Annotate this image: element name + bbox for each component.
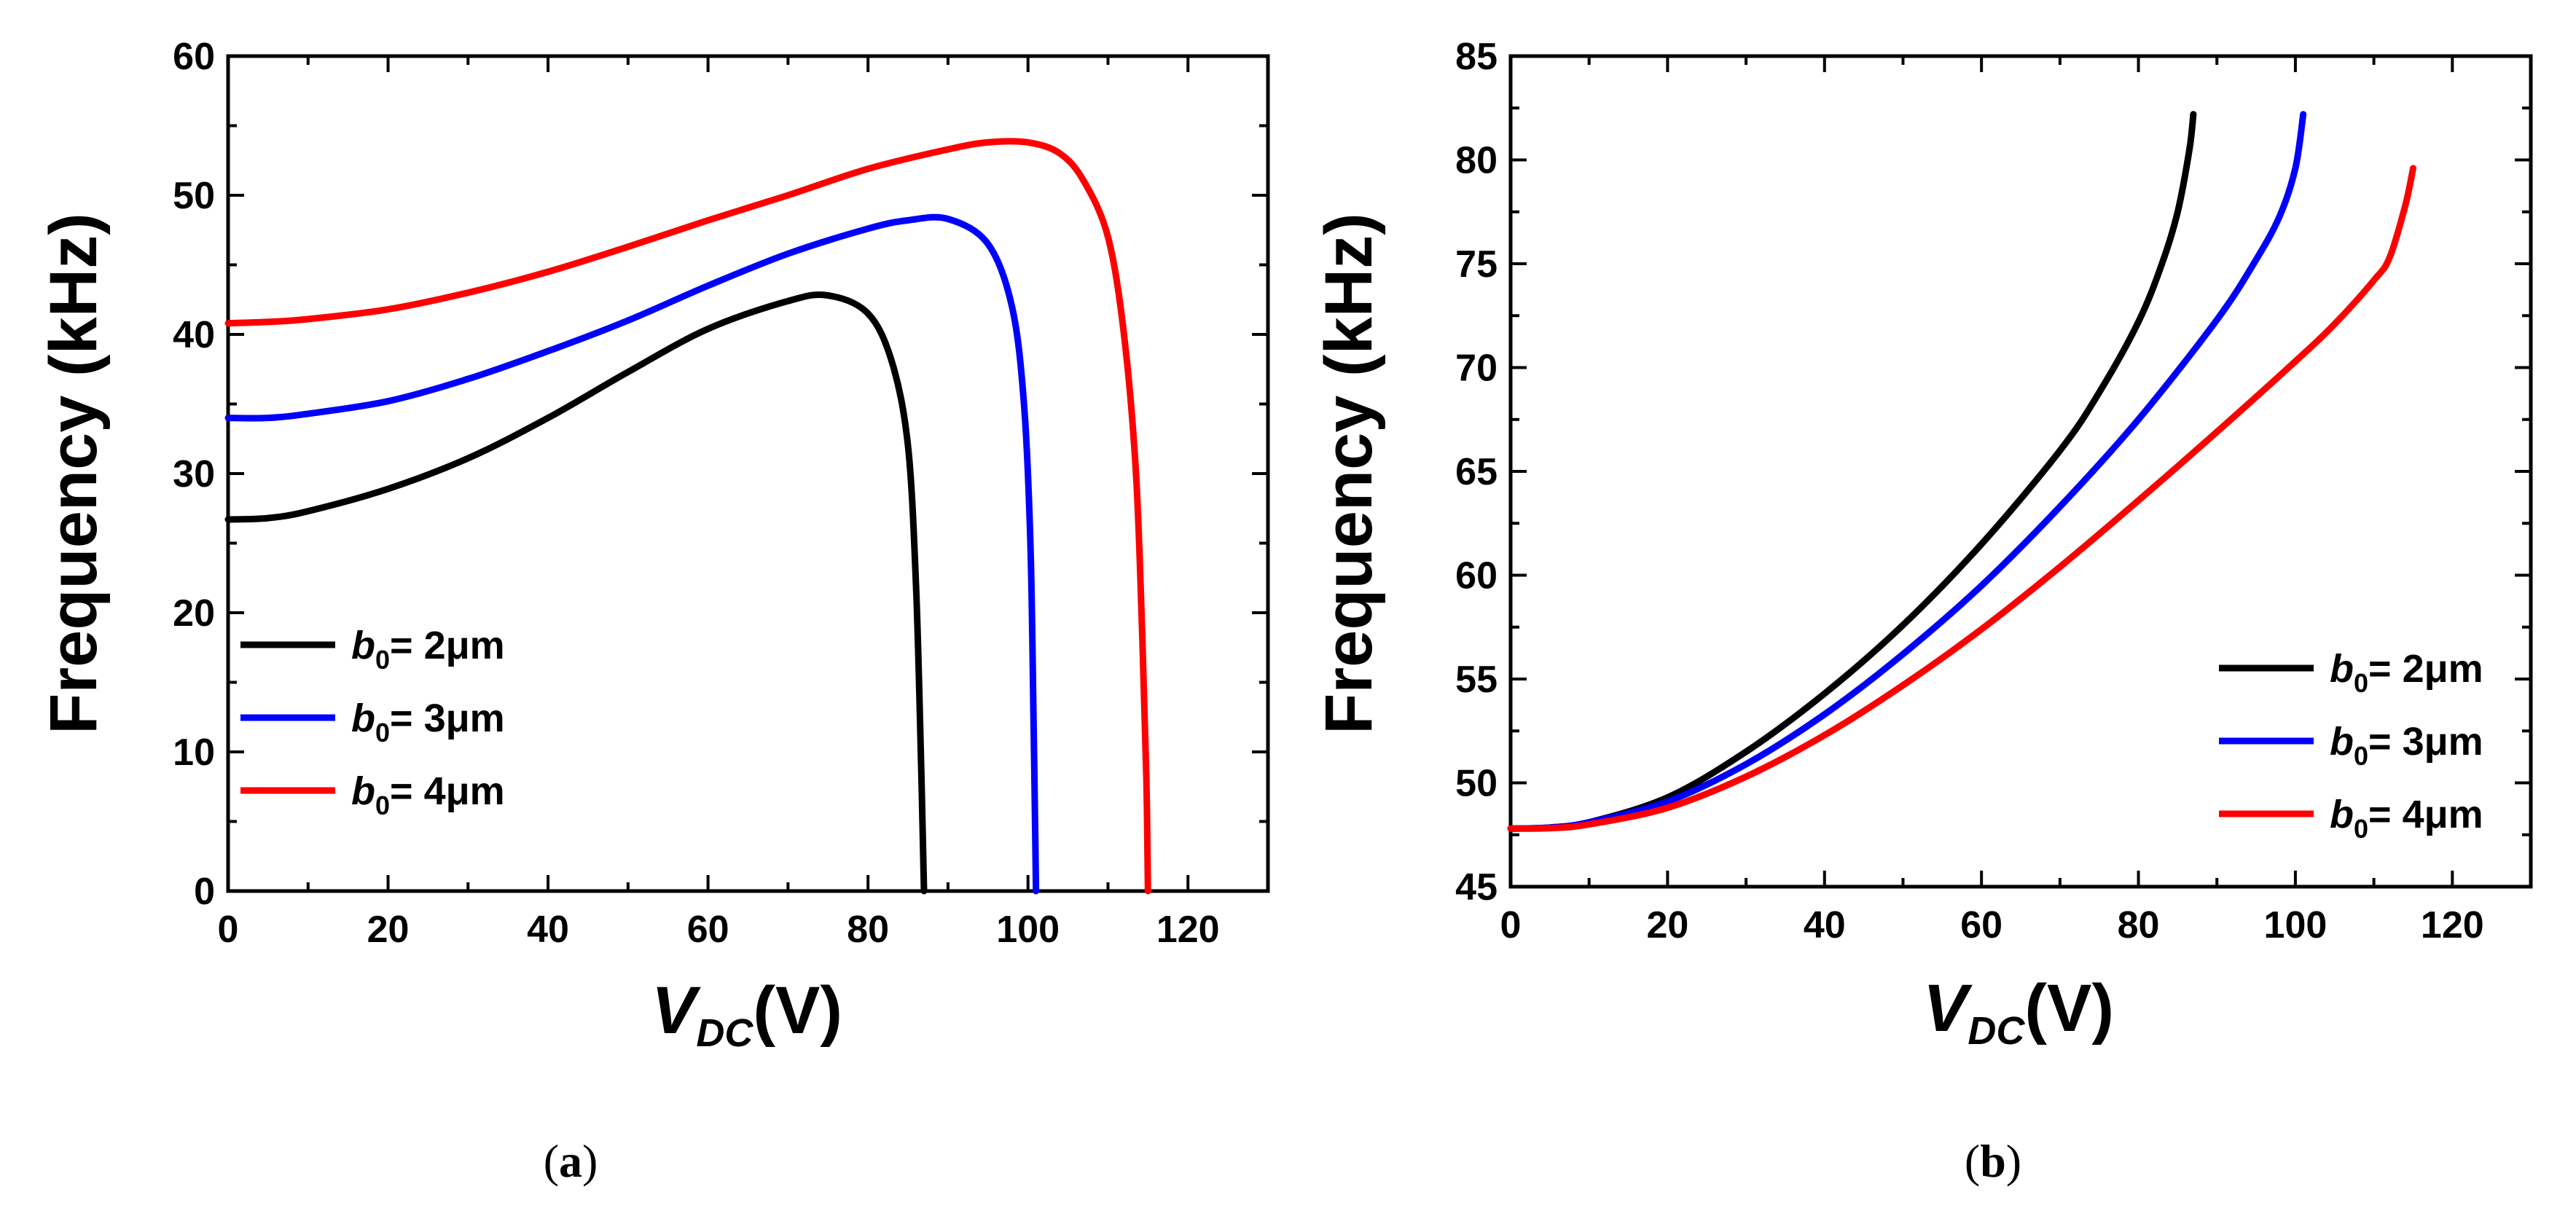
legend-label: b0= 2μm <box>2330 647 2483 698</box>
x-tick-label: 80 <box>2118 904 2160 946</box>
x-tick-label: 40 <box>1804 904 1846 946</box>
x-tick-label: 0 <box>218 909 239 951</box>
x-axis-label-b: VDC(V) <box>1923 971 2114 1053</box>
x-tick-label: 100 <box>996 909 1060 951</box>
x-tick-label: 60 <box>1960 904 2003 946</box>
y-tick-label: 45 <box>1455 866 1498 909</box>
y-axis-label-b: Frequency (kHz) <box>1312 213 1386 734</box>
x-tick-label: 0 <box>1500 904 1522 946</box>
series-line-b0-3um <box>1507 111 2307 832</box>
x-axis-label-a: VDC(V) <box>651 973 842 1055</box>
x-tick-label: 120 <box>2421 904 2484 946</box>
tick-labels-a: 0 20 40 60 80 100 120 0 10 20 30 40 50 60 <box>173 36 1219 951</box>
y-tick-label: 40 <box>173 314 215 356</box>
y-tick-label: 0 <box>194 871 215 913</box>
x-tick-label: 20 <box>1646 904 1688 946</box>
legend-a: b0= 2μm b0= 3μm b0= 4μm <box>240 624 505 820</box>
x-tick-label: 40 <box>527 909 569 951</box>
y-tick-label: 60 <box>173 36 215 78</box>
x-tick-label: 100 <box>2264 904 2328 946</box>
y-tick-label: 50 <box>173 175 215 217</box>
y-tick-label: 80 <box>1455 140 1498 182</box>
y-tick-label: 55 <box>1455 659 1498 701</box>
x-tick-label: 80 <box>847 909 889 951</box>
legend-label: b0= 4μm <box>351 769 505 820</box>
legend-label: b0= 3μm <box>2330 720 2483 771</box>
y-tick-label: 30 <box>173 453 215 495</box>
legend-label: b0= 4μm <box>2330 793 2483 844</box>
y-axis-label-a: Frequency (kHz) <box>36 213 111 734</box>
series-lines-a <box>224 138 1151 895</box>
panel-caption-a: (a) <box>544 1135 598 1187</box>
series-lines-b <box>1507 111 2416 832</box>
legend-label: b0= 3μm <box>351 697 505 748</box>
y-tick-label: 50 <box>1455 763 1498 805</box>
series-line-b0-4um <box>224 138 1151 895</box>
legend-b: b0= 2μm b0= 3μm b0= 4μm <box>2219 647 2483 844</box>
series-line-b0-3um <box>224 213 1040 895</box>
panel-caption-b: (b) <box>1965 1135 2021 1187</box>
y-tick-label: 70 <box>1455 348 1498 390</box>
y-tick-label: 60 <box>1455 555 1498 597</box>
series-line-b0-4um <box>1507 165 2416 832</box>
tick-labels-b: 0 20 40 60 80 100 120 45 50 55 60 65 70 75 80 85 <box>1455 36 2484 946</box>
x-tick-label: 20 <box>367 909 410 951</box>
series-line-b0-2um <box>224 291 928 895</box>
y-tick-label: 20 <box>173 592 215 635</box>
y-tick-label: 75 <box>1455 243 1498 286</box>
legend-label: b0= 2μm <box>351 624 505 675</box>
y-tick-label: 85 <box>1455 36 1498 78</box>
chart-panel-a: 0 20 40 60 80 100 120 0 10 20 30 40 50 60 Frequency (… <box>36 36 1270 1187</box>
tick-marks-a <box>227 55 1268 892</box>
tick-marks-b <box>1509 55 2531 888</box>
x-tick-label: 120 <box>1156 909 1220 951</box>
plot-frame-a <box>226 54 1270 893</box>
chart-panel-b: 0 20 40 60 80 100 120 45 50 55 60 65 70 75 80 85 Freque… <box>1312 36 2533 1187</box>
x-tick-label: 60 <box>687 909 729 951</box>
y-tick-label: 65 <box>1455 451 1498 493</box>
y-tick-label: 10 <box>173 731 215 774</box>
